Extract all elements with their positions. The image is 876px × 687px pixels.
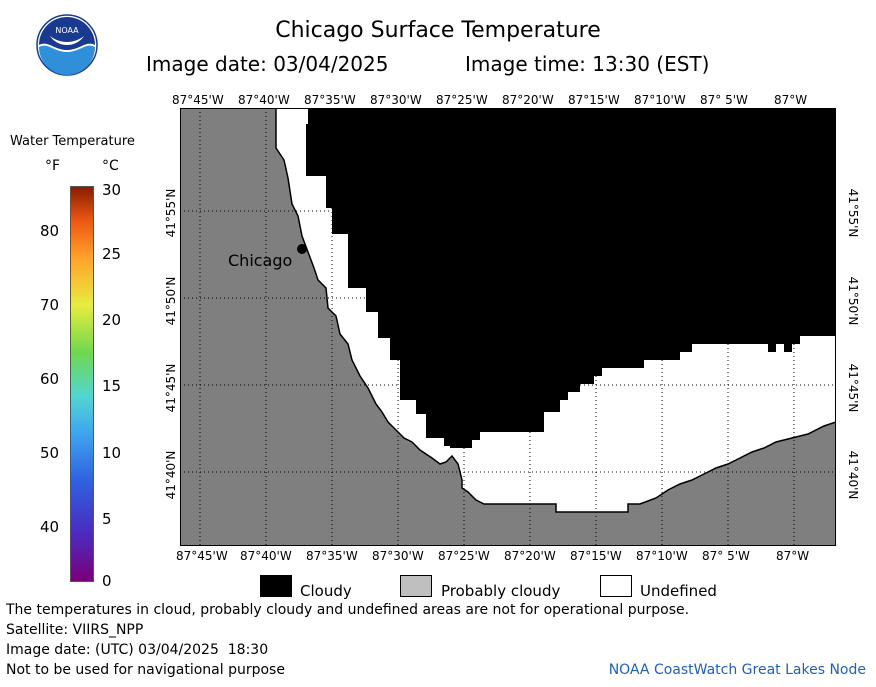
footer-credit-link[interactable]: NOAA CoastWatch Great Lakes Node bbox=[608, 662, 866, 678]
image-date: Image date: 03/04/2025 bbox=[146, 52, 389, 76]
legend-label-cloudy: Cloudy bbox=[300, 582, 352, 600]
lat-label-right: 41°50'N bbox=[846, 276, 860, 326]
footer-nav-warning: Not to be used for navigational purpose bbox=[6, 662, 285, 678]
map-canvas bbox=[180, 108, 837, 546]
lon-label-bottom: 87° 5'W bbox=[702, 549, 750, 563]
map-panel[interactable]: Chicago bbox=[180, 108, 837, 546]
colorbar-unit-c: °C bbox=[102, 158, 119, 174]
colorbar-unit-f: °F bbox=[45, 158, 61, 174]
map-border bbox=[180, 108, 836, 546]
legend-swatch-probably-cloudy bbox=[400, 575, 432, 597]
lon-label-top: 87°10'W bbox=[634, 93, 686, 107]
f-tick-60: 60 bbox=[40, 370, 60, 388]
lon-label-top: 87°W bbox=[774, 93, 808, 107]
colorbar bbox=[70, 186, 94, 582]
lon-label-top: 87° 5'W bbox=[700, 93, 748, 107]
noaa-logo: NOAA bbox=[36, 14, 98, 76]
legend-swatch-undefined bbox=[600, 575, 632, 597]
land-region bbox=[180, 108, 836, 546]
f-tick-80: 80 bbox=[40, 222, 60, 240]
colorbar-title: Water Temperature bbox=[10, 134, 135, 149]
image-time: Image time: 13:30 (EST) bbox=[465, 52, 710, 76]
f-tick-50: 50 bbox=[40, 444, 60, 462]
lat-label-right: 41°55'N bbox=[846, 188, 860, 238]
c-tick-5: 5 bbox=[102, 510, 112, 528]
lat-label-right: 41°45'N bbox=[846, 363, 860, 413]
lat-label-left: 41°45'N bbox=[164, 363, 178, 413]
c-tick-20: 20 bbox=[102, 311, 122, 329]
f-tick-70: 70 bbox=[40, 296, 60, 314]
svg-text:NOAA: NOAA bbox=[55, 26, 79, 35]
c-tick-10: 10 bbox=[102, 444, 122, 462]
chicago-marker[interactable] bbox=[297, 244, 307, 254]
footer-utc-date: Image date: (UTC) 03/04/2025 18:30 bbox=[6, 642, 269, 658]
lat-label-left: 41°50'N bbox=[164, 276, 178, 326]
lon-label-bottom: 87°20'W bbox=[504, 549, 556, 563]
lon-label-top: 87°40'W bbox=[238, 93, 290, 107]
footer-satellite: Satellite: VIIRS_NPP bbox=[6, 622, 144, 638]
noaa-logo-graphic: NOAA bbox=[36, 14, 98, 76]
lon-label-bottom: 87°25'W bbox=[438, 549, 490, 563]
c-tick-0: 0 bbox=[102, 572, 112, 590]
cloud-region bbox=[306, 108, 836, 448]
lon-label-bottom: 87°W bbox=[776, 549, 810, 563]
lon-label-top: 87°25'W bbox=[436, 93, 488, 107]
lon-label-bottom: 87°35'W bbox=[306, 549, 358, 563]
f-tick-40: 40 bbox=[40, 518, 60, 536]
legend-label-undefined: Undefined bbox=[640, 582, 717, 600]
lon-label-bottom: 87°10'W bbox=[636, 549, 688, 563]
legend-label-probably-cloudy: Probably cloudy bbox=[441, 582, 561, 600]
lon-label-top: 87°35'W bbox=[304, 93, 356, 107]
lon-label-top: 87°15'W bbox=[568, 93, 620, 107]
lon-label-bottom: 87°40'W bbox=[240, 549, 292, 563]
c-tick-25: 25 bbox=[102, 245, 122, 263]
lat-label-left: 41°40'N bbox=[164, 450, 178, 500]
graticule bbox=[180, 108, 836, 546]
lat-label-left: 41°55'N bbox=[164, 188, 178, 238]
legend-swatch-cloudy bbox=[260, 575, 292, 597]
lat-label-right: 41°40'N bbox=[846, 450, 860, 500]
lon-label-top: 87°45'W bbox=[172, 93, 224, 107]
lon-label-bottom: 87°45'W bbox=[176, 549, 228, 563]
page-title: Chicago Surface Temperature bbox=[275, 18, 601, 43]
c-tick-30: 30 bbox=[102, 181, 122, 199]
lon-label-bottom: 87°15'W bbox=[570, 549, 622, 563]
footer-note: The temperatures in cloud, probably clou… bbox=[6, 602, 690, 618]
c-tick-15: 15 bbox=[102, 377, 122, 395]
lon-label-top: 87°30'W bbox=[370, 93, 422, 107]
coastline bbox=[275, 108, 837, 513]
lon-label-top: 87°20'W bbox=[502, 93, 554, 107]
city-label-chicago: Chicago bbox=[228, 251, 293, 270]
lon-label-bottom: 87°30'W bbox=[372, 549, 424, 563]
